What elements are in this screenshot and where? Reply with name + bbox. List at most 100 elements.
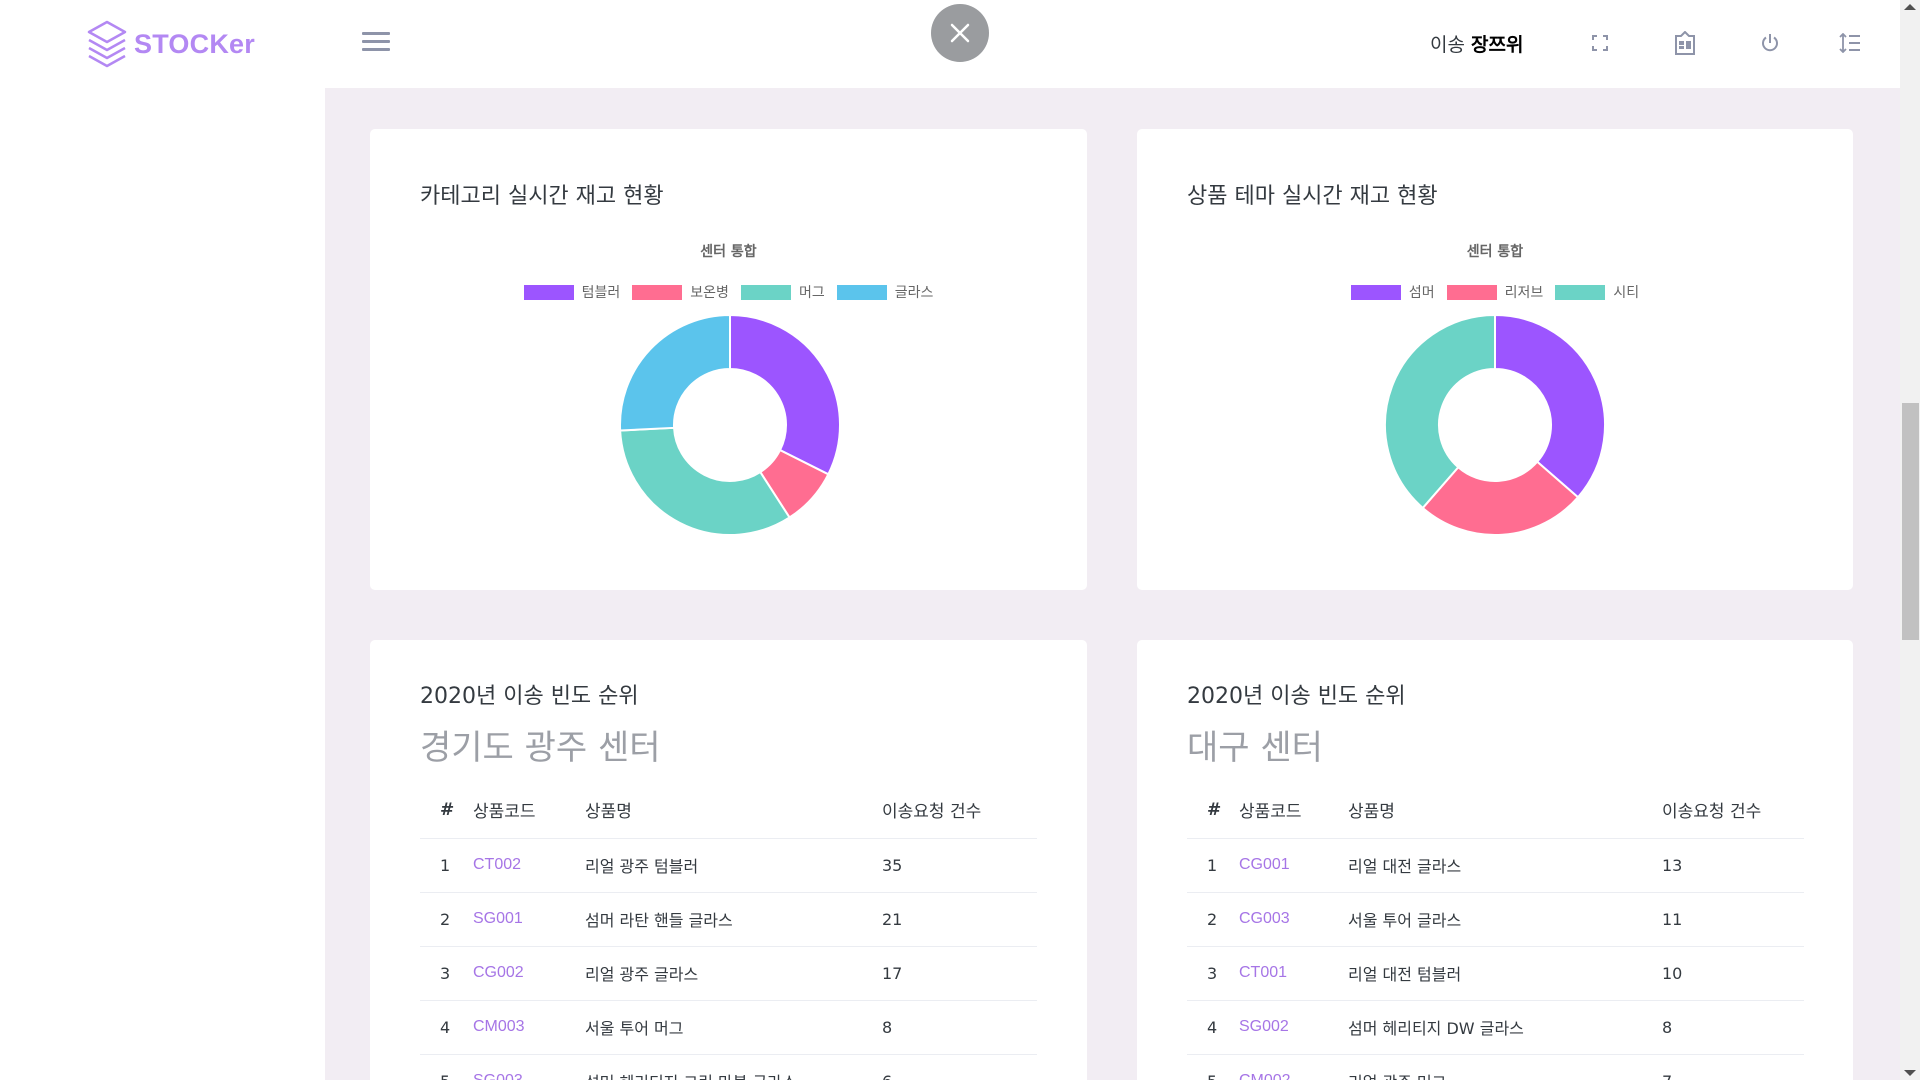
col-rank: #	[420, 782, 473, 839]
table-row: 1 CG001 리얼 대전 글라스 13	[1187, 838, 1804, 893]
fullscreen-icon	[1592, 35, 1608, 51]
rank: 5	[1187, 1054, 1239, 1080]
col-count: 이송요청 건수	[1662, 782, 1804, 839]
product-code-link[interactable]: CG002	[473, 964, 524, 981]
product-name: 섬머 헤리티지 그린 마블 글라스	[585, 1054, 882, 1080]
power-button[interactable]	[1757, 30, 1783, 56]
sort-list-icon	[1839, 33, 1860, 53]
vertical-scrollbar[interactable]	[1900, 0, 1920, 1080]
scroll-up-arrow-icon[interactable]	[1904, 4, 1916, 10]
rank: 3	[420, 946, 473, 1001]
rank: 1	[420, 838, 473, 893]
donut-slice[interactable]	[1494, 314, 1606, 499]
building-icon	[1675, 31, 1695, 55]
card-title: 카테고리 실시간 재고 현황	[420, 184, 664, 209]
gwangju-ranking-card: 2020년 이송 빈도 순위 경기도 광주 센터 # 상품코드 상품명 이송요청…	[370, 640, 1087, 1080]
product-code-link[interactable]: CM003	[473, 1018, 525, 1035]
stack-logo-icon	[87, 20, 127, 68]
user-profile[interactable]: 이송 장쯔위	[1430, 30, 1523, 57]
legend-label: 보온병	[690, 285, 729, 301]
fullscreen-button[interactable]	[1587, 30, 1613, 56]
chart-legend: 텀블러 보온병 머그 글라스	[370, 282, 1087, 302]
table-header-row: # 상품코드 상품명 이송요청 건수	[420, 782, 1037, 839]
table-row: 2 CG003 서울 투어 글라스 11	[1187, 892, 1804, 947]
product-code-link[interactable]: CG003	[1239, 910, 1290, 927]
product-code-link[interactable]: CT002	[473, 856, 522, 873]
legend-item-mug[interactable]: 머그	[740, 282, 825, 302]
sidebar	[0, 88, 325, 1080]
hamburger-menu-button[interactable]	[362, 32, 390, 54]
legend-item-reserve[interactable]: 리저브	[1446, 282, 1544, 302]
theme-stock-card: 상품 테마 실시간 재고 현황 센터 통합 섬머 리저브 시티	[1137, 129, 1853, 590]
power-icon	[1762, 34, 1778, 52]
category-stock-card: 카테고리 실시간 재고 현황 센터 통합 텀블러 보온병 머그 글라스	[370, 129, 1087, 590]
legend-swatch	[740, 284, 791, 300]
legend-swatch	[523, 284, 574, 300]
product-name: 리얼 광주 글라스	[585, 946, 882, 1001]
building-button[interactable]	[1672, 30, 1698, 56]
product-code-link[interactable]: CM002	[1239, 1072, 1291, 1080]
legend-swatch	[1555, 284, 1606, 300]
category-donut-chart[interactable]	[619, 314, 841, 536]
close-button[interactable]	[931, 4, 989, 62]
scrollbar-thumb[interactable]	[1902, 403, 1919, 640]
request-count: 11	[1662, 892, 1804, 947]
product-code-link[interactable]: CT001	[1239, 964, 1288, 981]
legend-item-summer[interactable]: 섬머	[1350, 282, 1435, 302]
product-name: 리얼 대전 텀블러	[1348, 946, 1662, 1001]
col-rank: #	[1187, 782, 1239, 839]
legend-item-glass[interactable]: 글라스	[836, 282, 934, 302]
request-count: 6	[882, 1054, 1037, 1080]
donut-slice[interactable]	[729, 314, 841, 476]
rank: 3	[1187, 946, 1239, 1001]
legend-label: 리저브	[1504, 285, 1544, 301]
legend-item-thermos[interactable]: 보온병	[632, 282, 729, 302]
theme-donut-chart[interactable]	[1384, 314, 1606, 536]
request-count: 8	[882, 1000, 1037, 1055]
close-icon	[950, 23, 970, 43]
rank: 2	[1187, 892, 1239, 947]
request-count: 8	[1662, 1000, 1804, 1055]
table-title: 2020년 이송 빈도 순위	[1187, 684, 1406, 709]
col-name: 상품명	[1348, 782, 1662, 839]
request-count: 35	[882, 838, 1037, 893]
legend-item-city[interactable]: 시티	[1555, 282, 1639, 302]
table-title: 2020년 이송 빈도 순위	[420, 684, 639, 709]
legend-label: 머그	[798, 285, 825, 301]
menu-icon-bar	[362, 40, 390, 43]
table-row: 3 CG002 리얼 광주 글라스 17	[420, 946, 1037, 1001]
legend-label: 시티	[1613, 285, 1640, 301]
product-code-link[interactable]: SG001	[473, 910, 523, 927]
product-code-link[interactable]: CG001	[1239, 856, 1290, 873]
legend-label: 글라스	[894, 285, 934, 301]
donut-slice[interactable]	[619, 426, 791, 536]
donut-slice[interactable]	[619, 314, 731, 432]
chart-subtitle: 센터 통합	[700, 244, 757, 260]
menu-icon-bar	[362, 32, 390, 35]
col-code: 상품코드	[1239, 782, 1348, 839]
table-row: 3 CT001 리얼 대전 텀블러 10	[1187, 946, 1804, 1001]
col-count: 이송요청 건수	[882, 782, 1037, 839]
chart-legend: 섬머 리저브 시티	[1137, 282, 1853, 302]
center-name: 경기도 광주 센터	[420, 728, 661, 768]
table-row: 4 SG002 섬머 헤리티지 DW 글라스 8	[1187, 1000, 1804, 1055]
rank: 1	[1187, 838, 1239, 893]
sort-list-button[interactable]	[1837, 30, 1863, 56]
legend-item-tumbler[interactable]: 텀블러	[523, 282, 620, 302]
table-header-row: # 상품코드 상품명 이송요청 건수	[1187, 782, 1804, 839]
scroll-down-arrow-icon[interactable]	[1904, 1070, 1916, 1076]
legend-swatch	[632, 284, 683, 300]
request-count: 21	[882, 892, 1037, 947]
donut-slice[interactable]	[1384, 314, 1496, 510]
donut-slice[interactable]	[1421, 460, 1580, 536]
main-content: 카테고리 실시간 재고 현황 센터 통합 텀블러 보온병 머그 글라스 상품 테…	[325, 88, 1900, 1080]
brand-logo-link[interactable]: STOCKer	[0, 0, 325, 88]
request-count: 13	[1662, 838, 1804, 893]
product-code-link[interactable]: SG002	[1239, 1018, 1289, 1035]
rank: 4	[420, 1000, 473, 1055]
table-row: 2 SG001 섬머 라탄 핸들 글라스 21	[420, 892, 1037, 947]
product-name: 리얼 대전 글라스	[1348, 838, 1662, 893]
top-navbar: STOCKer 이송 장쯔위	[0, 0, 1900, 88]
product-name: 서울 투어 머그	[585, 1000, 882, 1055]
product-code-link[interactable]: SG003	[473, 1072, 523, 1080]
